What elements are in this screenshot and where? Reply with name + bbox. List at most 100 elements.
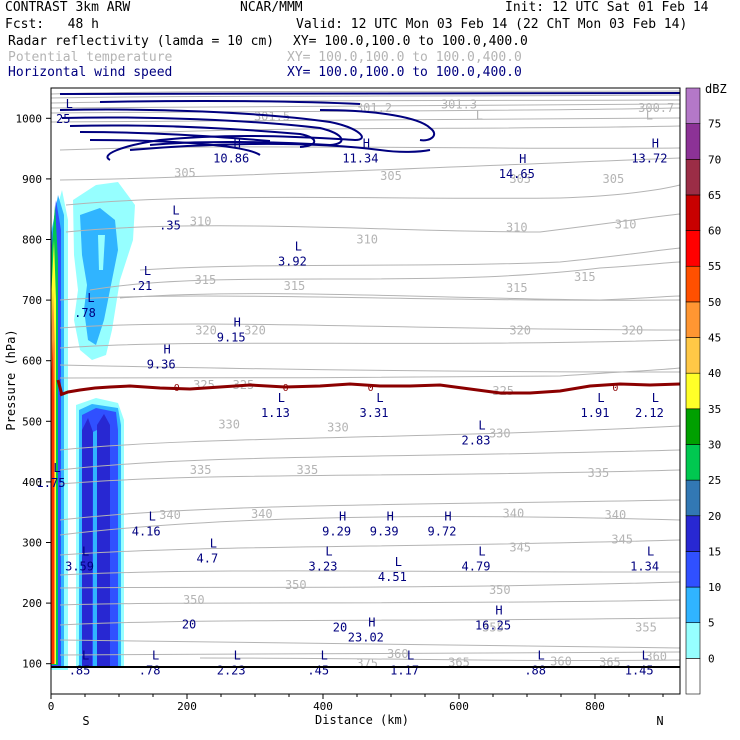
theta-label: 340: [159, 508, 181, 522]
y-tick-label: 400: [22, 476, 42, 489]
theta-label: 340: [503, 506, 525, 520]
extremum-type: H: [495, 603, 502, 617]
theta-line: [59, 323, 680, 331]
extremum-value: 2.12: [635, 406, 664, 420]
theta-label: 315: [574, 270, 596, 284]
colorbar-level-label: 65: [708, 189, 721, 202]
theta-line: [59, 367, 680, 379]
extremum-value: 9.36: [147, 358, 176, 372]
theta-label: 355: [482, 620, 504, 634]
extremum-value: 11.34: [342, 152, 378, 166]
extremum-type: L: [152, 649, 159, 663]
y-tick-label: 200: [22, 597, 42, 610]
colorbar-level-label: 30: [708, 438, 721, 451]
extremum-type: H: [164, 343, 171, 357]
theta-label: 360: [645, 649, 667, 663]
extremum-type: L: [395, 555, 402, 569]
extremum-type: L: [66, 97, 73, 111]
x-tick-label: 800: [585, 700, 605, 713]
field-xy-reflectivity: XY= 100.0,100.0 to 100.0,400.0: [293, 34, 528, 49]
theta-label: 345: [509, 540, 531, 554]
theta-line: [59, 639, 680, 649]
colorbar-swatch: [685, 515, 701, 552]
theta-label: 375: [356, 657, 378, 671]
colorbar-level-label: 45: [708, 332, 721, 345]
extremum-type: L: [53, 461, 60, 475]
theta-label: 315: [195, 273, 217, 287]
extremum-type: L: [278, 391, 285, 405]
extremum-value: 23.02: [348, 630, 384, 644]
colorbar-level-label: 60: [708, 225, 721, 238]
reflectivity-field: [51, 182, 135, 670]
extremum-value: .88: [524, 664, 546, 678]
theta-label: 320: [244, 323, 266, 337]
y-tick-label: 300: [22, 537, 42, 550]
colorbar-level-label: 15: [708, 545, 721, 558]
y-tick-label: 700: [22, 294, 42, 307]
extremum-value: 1.13: [261, 406, 290, 420]
valid-time: Valid: 12 UTC Mon 03 Feb 14 (22 ChT Mon …: [296, 17, 688, 32]
field-xy-wind: XY= 100.0,100.0 to 100.0,400.0: [287, 65, 522, 80]
colorbar-swatch: [685, 265, 701, 303]
extremum-type: L: [652, 391, 659, 405]
refl-shaft-1-highlight: [93, 430, 97, 666]
center-name: NCAR/MMM: [240, 0, 303, 15]
colorbar-swatch: [685, 586, 701, 624]
theta-line: [65, 213, 680, 233]
colorbar-level-label: 75: [708, 118, 721, 131]
theta-label: 350: [183, 593, 205, 607]
extremum-value: 4.16: [132, 524, 161, 538]
theta-extremum-label: L: [476, 108, 483, 122]
wind-speed-contour: [99, 99, 361, 105]
extremum-type: H: [368, 615, 375, 629]
theta-label: 360: [550, 654, 572, 668]
plot-frame: [50, 87, 681, 695]
extremum-type: L: [407, 649, 414, 663]
colorbar-level-label: 55: [708, 260, 721, 273]
theta-label: 310: [506, 220, 528, 234]
south-label: S: [82, 714, 89, 728]
field-name-theta: Potential temperature: [8, 50, 173, 65]
wind-speed-contour: [89, 139, 261, 156]
field-xy-theta: XY= 100.0,100.0 to 100.0,400.0: [287, 50, 522, 65]
wind-speed-contour: [59, 91, 680, 95]
theta-line: [119, 293, 680, 301]
theta-line: [139, 247, 680, 271]
extremum-type: L: [538, 649, 545, 663]
theta-contour-lines: [51, 90, 680, 662]
zero-line-label: 0: [283, 383, 289, 394]
y-tick-label: 500: [22, 415, 42, 428]
extremum-value: 1.91: [581, 406, 610, 420]
extremum-type: H: [339, 509, 346, 523]
extremum-type: L: [149, 509, 156, 523]
extremum-type: L: [172, 203, 179, 217]
field-name-reflectivity: Radar reflectivity (lamda = 10 cm): [8, 34, 275, 49]
theta-line: [59, 570, 680, 576]
extremum-value: 4.51: [378, 570, 407, 584]
extremum-type: L: [82, 544, 89, 558]
colorbar-swatch: [685, 158, 701, 196]
colorbar-swatch: [685, 479, 701, 517]
y-tick-label: 600: [22, 355, 42, 368]
colorbar-level-label: 50: [708, 296, 721, 309]
extremum-value: .21: [131, 279, 153, 293]
colorbar-swatch: [685, 123, 701, 160]
colorbar-level-label: 35: [708, 403, 721, 416]
wind-speed-contours: [59, 91, 680, 161]
extremum-value: 1.17: [390, 664, 419, 678]
extremum-value: .35: [159, 218, 181, 232]
extremum-type: H: [444, 509, 451, 523]
theta-line: [59, 364, 680, 373]
theta-line: [59, 469, 680, 485]
refl-anvil-cyan-lobe: [98, 235, 105, 270]
theta-line: [51, 90, 680, 95]
theta-line: [59, 339, 680, 349]
theta-line: [51, 94, 680, 99]
zero-line-label: 0: [174, 383, 180, 394]
refl-shaft-2-dark: [97, 414, 110, 666]
extremum-type: H: [234, 315, 241, 329]
theta-label: 320: [195, 323, 217, 337]
theta-label: 320: [509, 323, 531, 337]
refl-column-red: [51, 340, 54, 664]
wind-speed-contour: [129, 142, 431, 153]
